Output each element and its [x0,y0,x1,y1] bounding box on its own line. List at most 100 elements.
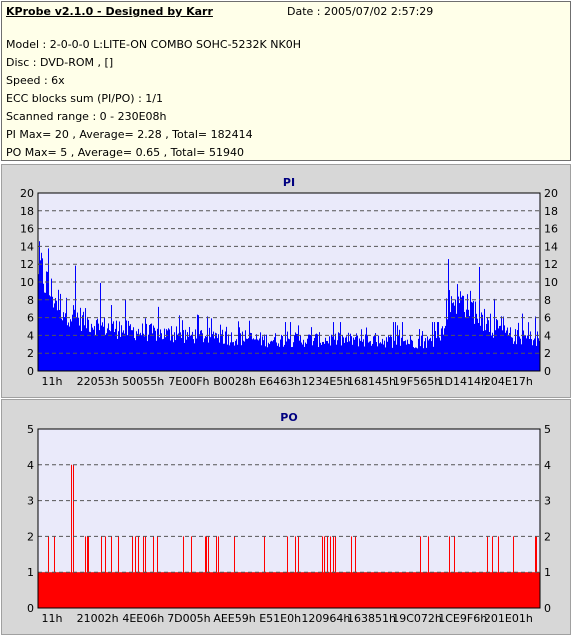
pi-bar [44,292,45,371]
pi-bar [85,308,86,371]
pi-bar [387,341,388,371]
po-bar [90,572,91,608]
pi-bar [498,328,499,371]
pi-bar [382,338,383,371]
pi-bar [198,315,199,371]
pi-bar [255,339,256,371]
pi-bar [160,329,161,371]
po-bar [453,572,454,608]
pi-bar [369,341,370,371]
pi-bar [496,319,497,371]
pi-bar [191,334,192,371]
po-bar [79,572,80,608]
po-bar [176,572,177,608]
pi-bar [337,340,338,371]
po-bar [207,572,208,608]
po-bar [441,572,442,608]
pi-bar [247,339,248,371]
po-bar [351,536,352,608]
pi-bar [461,297,462,371]
pi-bar [315,334,316,371]
po-bar [158,572,159,608]
po-bar [245,572,246,608]
po-bar [377,572,378,608]
pi-bar [98,323,99,371]
po-bar [497,572,498,608]
po-bar [160,572,161,608]
po-bar [43,572,44,608]
pi-bar [237,344,238,371]
pi-bar [233,342,234,371]
po-bar [42,572,43,608]
pi-bar [253,338,254,371]
pi-xtick-label: E6463h [259,375,301,388]
pi-bar [60,293,61,371]
po-xtick-label: 1CE9F6h [438,612,487,625]
pi-bar [68,322,69,371]
pi-bar [477,318,478,371]
po-bar [263,572,264,608]
po-bar [348,572,349,608]
pi-bar [71,321,72,371]
po-bar [248,572,249,608]
po-bar [339,572,340,608]
pi-bar [450,312,451,371]
pi-bar [413,347,414,371]
pi-chart-panel: PI 0 0 2 2 4 4 6 6 8 8 10 10 12 12 14 14 16 16 18 18 20 20 11h 2… [1,164,571,398]
pi-bar [472,302,473,371]
pi-bar [520,338,521,371]
po-chart-panel: PO 0 0 1 1 2 2 3 3 4 4 5 5 11h 21002h 4EE06h 7D005h AEE59… [1,399,571,635]
pi-bar [317,334,318,371]
po-bar [182,572,183,608]
po-bar [410,572,411,608]
po-bar [290,572,291,608]
po-bar [257,572,258,608]
po-ytick-left: 3 [27,495,34,508]
pi-bar [356,333,357,371]
po-bar [485,572,486,608]
pi-ytick-left: 8 [27,294,34,307]
pi-bar [161,333,162,371]
pi-bar [251,333,252,371]
po-bar [418,572,419,608]
pi-bar [336,344,337,371]
pi-bar [339,333,340,371]
po-bar [394,572,395,608]
pi-bar [419,329,420,371]
pi-bar [536,345,537,371]
po-bar [484,572,485,608]
po-bar [492,536,493,608]
pi-bar [506,330,507,371]
po-bar [528,572,529,608]
pi-bar [309,334,310,371]
pi-bar [415,347,416,371]
po-bar [481,572,482,608]
po-bar [334,572,335,608]
pi-bar [111,305,112,371]
po-bar [465,572,466,608]
po-bar [109,572,110,608]
pi-bar [225,331,226,371]
po-bar [372,572,373,608]
range-line: Scanned range : 0 - 230E08h [6,110,167,123]
pi-bar [517,330,518,371]
pi-bar [94,326,95,371]
pi-bar [507,327,508,371]
po-bar [239,572,240,608]
app-title: KProbe v2.1.0 - Designed by Karr [6,5,213,18]
pi-bar [241,345,242,371]
po-bar [235,572,236,608]
po-bar [150,572,151,608]
pi-bar [65,313,66,371]
pi-bar [155,330,156,371]
pi-bar [400,345,401,371]
po-bar [203,572,204,608]
pi-bar [279,346,280,371]
pi-bar [141,335,142,371]
pi-bar [143,333,144,371]
po-bar [227,572,228,608]
po-bar [532,572,533,608]
pi-bar [79,325,80,371]
pi-bar [138,328,139,371]
pi-bar [444,328,445,371]
